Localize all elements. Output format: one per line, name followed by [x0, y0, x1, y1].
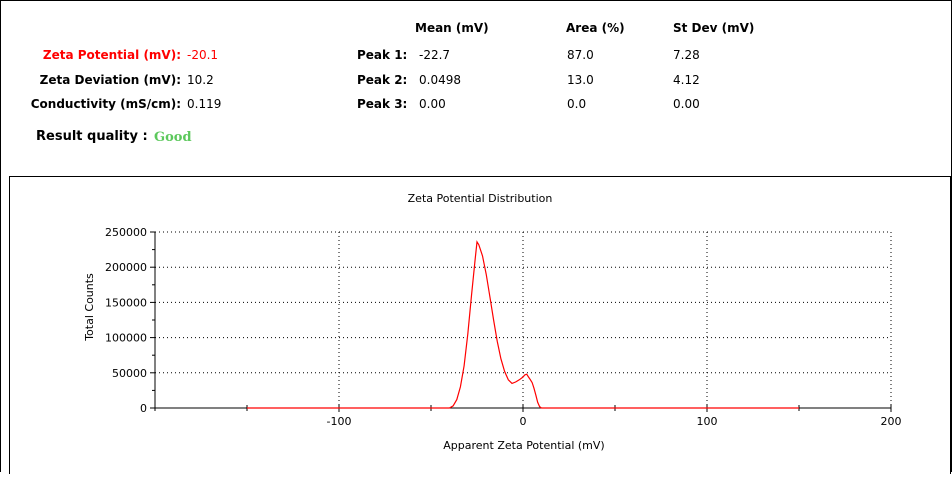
result-quality-value: Good: [154, 130, 192, 145]
y-tick-label: 200000: [105, 261, 147, 274]
chart-panel: Zeta Potential Distribution 0 50000 100000…: [9, 176, 951, 474]
header-stdev: St Dev (mV): [673, 21, 755, 35]
chart-title: Zeta Potential Distribution: [408, 192, 553, 205]
peak-3-mean: 0.00: [419, 97, 446, 111]
peak-3-area: 0.0: [567, 97, 587, 111]
x-tick-label: 200: [881, 415, 902, 428]
y-tick-label: 0: [140, 402, 147, 415]
y-tick-label: 50000: [112, 367, 147, 380]
axes: [150, 231, 892, 412]
y-tick-label: 150000: [105, 296, 147, 309]
peak-3-stdev: 0.00: [673, 97, 700, 111]
x-tick-label: -100: [327, 415, 352, 428]
x-tick-label: 0: [520, 415, 527, 428]
peak-1-mean: -22.7: [419, 48, 451, 62]
peak-3-label: Peak 3:: [357, 97, 408, 111]
y-tick-label: 250000: [105, 226, 147, 239]
series-layer: [247, 240, 799, 409]
peak-1-stdev: 7.28: [673, 48, 700, 62]
zeta-deviation-label: Zeta Deviation (mV):: [39, 73, 181, 87]
peak-2-stdev: 4.12: [673, 73, 700, 87]
peak-2-label: Peak 2:: [357, 73, 408, 87]
peak-1-area: 87.0: [567, 48, 594, 62]
peak-2-mean: 0.0498: [419, 73, 461, 87]
x-axis-label: Apparent Zeta Potential (mV): [443, 439, 604, 452]
series-line: [247, 240, 799, 409]
tick-labels: 0 50000 100000 150000 200000 250000 -100 0 100 20…: [105, 226, 902, 428]
header-area: Area (%): [566, 21, 625, 35]
zeta-deviation-value: 10.2: [187, 73, 214, 87]
peak-2-area: 13.0: [567, 73, 594, 87]
zeta-potential-value: -20.1: [187, 48, 219, 62]
zeta-potential-label: Zeta Potential (mV):: [42, 48, 181, 62]
y-tick-label: 100000: [105, 332, 147, 345]
grid-lines: [155, 231, 892, 408]
zeta-distribution-chart: Zeta Potential Distribution 0 50000 100000…: [83, 192, 902, 452]
peak-1-label: Peak 1:: [357, 48, 408, 62]
conductivity-value: 0.119: [187, 97, 222, 111]
conductivity-label: Conductivity (mS/cm):: [30, 97, 181, 111]
result-quality-label: Result quality :: [36, 129, 148, 144]
x-tick-label: 100: [697, 415, 718, 428]
header-mean: Mean (mV): [415, 21, 489, 35]
y-axis-label: Total Counts: [83, 273, 96, 342]
